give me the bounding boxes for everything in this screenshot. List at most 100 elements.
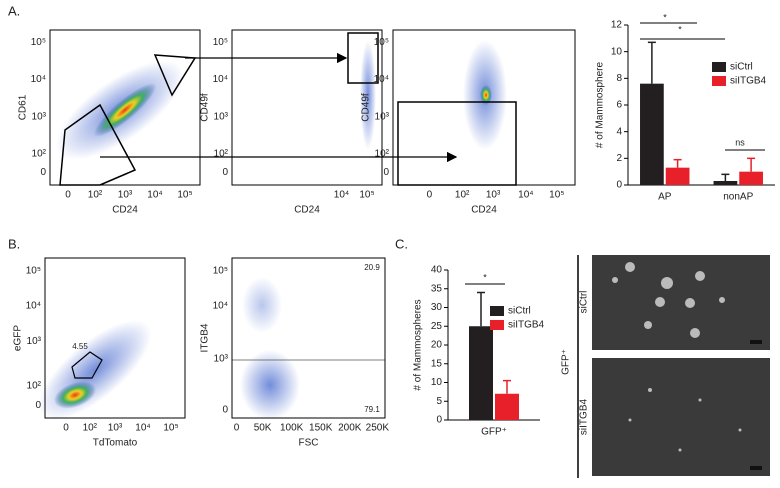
x-tick-label: 10² (88, 190, 103, 201)
y-tick-label: 10⁴ (374, 74, 389, 85)
gate-label: 79.1 (364, 405, 380, 414)
x-tick-label: 10⁴ (135, 423, 150, 434)
x-axis-label: CD24 (471, 205, 497, 216)
bar (640, 83, 664, 185)
panel-label: A. (8, 3, 20, 18)
y-tick-label: 0 (35, 400, 41, 411)
y-tick-label: 10⁴ (213, 301, 228, 312)
x-tick-label: 10³ (108, 423, 123, 434)
plot-frame (392, 29, 576, 186)
x-tick-label: 10⁴ (334, 190, 349, 201)
micrograph (592, 358, 770, 476)
y-axis-label: # of Mammospheres (413, 299, 424, 390)
x-tick-label: 10³ (118, 190, 133, 201)
y-tick-label: 10 (431, 377, 443, 388)
y-tick-label: 20 (431, 340, 443, 351)
y-tick-label: 10⁵ (31, 37, 46, 48)
y-tick-label: 10⁴ (26, 301, 41, 312)
gate-label: 20.9 (364, 263, 380, 272)
y-tick-label: 10⁵ (213, 265, 228, 276)
y-tick-label: 5 (436, 396, 442, 407)
legend-label: siITGB4 (730, 76, 767, 87)
y-tick-label: 10 (611, 46, 623, 57)
y-tick-label: 0 (383, 167, 389, 178)
y-tick-label: 10⁴ (213, 74, 228, 85)
legend-label: siITGB4 (508, 320, 545, 331)
x-tick-label: 0 (234, 423, 240, 434)
legend-swatch (490, 306, 504, 316)
x-tick-label: 50K (254, 423, 272, 434)
y-tick-label: 15 (431, 358, 443, 369)
micrograph (592, 255, 770, 350)
x-tick-label: 10² (83, 423, 98, 434)
x-tick-label: 10⁴ (518, 190, 533, 201)
x-tick-label: 0 (63, 423, 69, 434)
spheres (612, 262, 742, 452)
plot-frame (231, 257, 386, 419)
y-tick-label: 4 (616, 126, 622, 137)
bar (665, 167, 690, 185)
y-tick-label: 10⁴ (31, 74, 46, 85)
annotation: * (483, 272, 487, 282)
x-tick-label: 10⁴ (147, 190, 162, 201)
y-tick-label: 2 (616, 153, 622, 164)
y-tick-label: 12 (611, 20, 623, 31)
y-tick-label: 10⁵ (374, 37, 389, 48)
legend-swatch (712, 62, 726, 72)
y-axis-label: CD49f (361, 93, 372, 122)
y-tick-label: 0 (222, 167, 228, 178)
x-tick-label: 0 (65, 190, 71, 201)
y-tick-label: 10³ (214, 111, 229, 122)
x-tick-label: AP (658, 192, 672, 203)
y-tick-label: 10² (32, 149, 47, 160)
y-tick-label: 0 (222, 405, 228, 416)
x-tick-label: 200K (338, 423, 362, 434)
x-tick-label: 250K (366, 423, 390, 434)
y-tick-label: 0 (436, 415, 442, 426)
image-label: siITGB4 (579, 399, 590, 436)
x-axis-label: FSC (299, 438, 319, 449)
y-axis-label: ITGB4 (200, 323, 211, 352)
x-axis-label: CD24 (112, 205, 138, 216)
legend-label: siCtrl (508, 306, 531, 317)
legend-label: siCtrl (730, 62, 753, 73)
image-label: siCtrl (579, 291, 590, 314)
panel-label: B. (8, 236, 20, 251)
y-tick-label: 10² (27, 381, 42, 392)
y-tick-label: 10³ (27, 336, 42, 347)
x-tick-label: 10⁵ (163, 423, 178, 434)
x-tick-label: 10⁵ (359, 190, 374, 201)
y-tick-label: 40 (431, 265, 443, 276)
x-axis-label: CD24 (294, 205, 320, 216)
y-tick-label: 6 (616, 100, 622, 111)
bar (713, 181, 738, 185)
y-axis-label: CD61 (18, 94, 29, 120)
x-tick-label: 10⁵ (549, 190, 564, 201)
y-tick-label: 10² (375, 149, 390, 160)
plot-frame (44, 257, 186, 419)
x-tick-label: nonAP (723, 192, 753, 203)
image-group-label: GFP⁺ (561, 349, 572, 375)
plot-frame (231, 29, 383, 186)
y-tick-label: 10³ (214, 353, 229, 364)
x-tick-label: 150K (309, 423, 333, 434)
bar (739, 171, 763, 185)
gate-label: 4.55 (72, 342, 88, 351)
y-axis-label: # of Mammosphere (595, 61, 606, 148)
x-tick-label: 100K (280, 423, 304, 434)
plot-frame (49, 29, 201, 186)
y-axis-label: CD49f (200, 93, 211, 122)
panel-label: C. (395, 236, 408, 251)
x-tick-label: GFP⁺ (481, 427, 507, 438)
x-tick-label: 10² (455, 190, 470, 201)
y-tick-label: 30 (431, 302, 443, 313)
y-tick-label: 35 (431, 283, 443, 294)
annotation: * (678, 24, 682, 34)
bar (469, 326, 493, 420)
x-axis-label: TdTomato (93, 438, 138, 449)
legend-swatch (712, 76, 726, 86)
x-tick-label: 10³ (486, 190, 501, 201)
legend-swatch (490, 320, 504, 330)
y-tick-label: 8 (616, 73, 622, 84)
